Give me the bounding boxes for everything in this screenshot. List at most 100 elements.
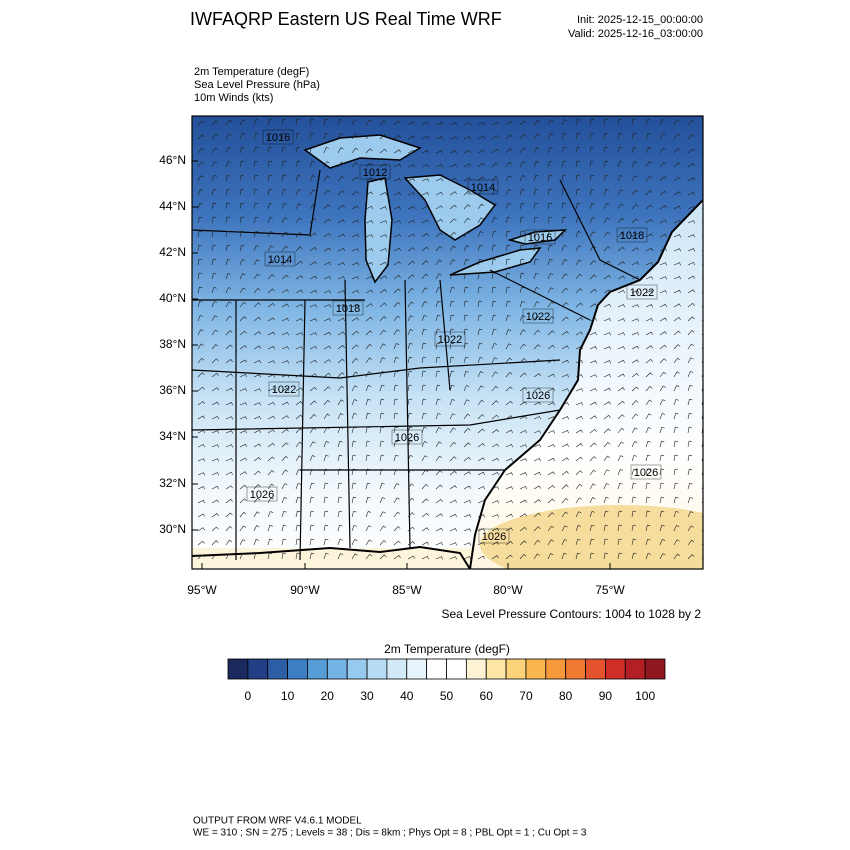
wind-barb: [295, 260, 303, 266]
wind-barb: [379, 329, 387, 336]
wind-barb: [407, 219, 415, 224]
lat-label: 42°N: [159, 245, 186, 259]
wind-barb: [603, 496, 609, 504]
wind-barb: [281, 245, 289, 252]
wind-barb: [463, 204, 471, 210]
wind-barb: [659, 147, 666, 154]
wind-barb: [449, 528, 457, 532]
wind-barb: [379, 384, 385, 392]
wind-barb: [267, 288, 275, 294]
wind-barb: [267, 346, 275, 350]
wind-barb: [463, 428, 471, 434]
wind-barb: [407, 455, 414, 462]
wind-barb: [491, 527, 499, 532]
wind-barb: [421, 178, 429, 182]
wind-barb: [435, 556, 443, 560]
wind-barb: [211, 244, 217, 252]
wind-barb: [295, 373, 303, 378]
wind-barb: [575, 497, 582, 504]
wind-barb: [505, 300, 511, 308]
wind-barb: [225, 230, 231, 238]
wind-barb: [225, 330, 233, 336]
wind-barb: [561, 331, 569, 336]
wind-barb: [603, 332, 611, 336]
lon-label: 90°W: [290, 583, 320, 597]
contour-label: 1016: [528, 232, 552, 244]
wind-barb: [197, 444, 205, 448]
wind-barb: [365, 440, 371, 448]
wind-barb: [533, 444, 541, 448]
wind-barb: [253, 245, 260, 252]
wind-barb: [295, 469, 302, 476]
map-axes: 46°N 44°N 42°N 40°N 38°N 36°N 34°N 32°N 30°N 95°W…: [159, 153, 625, 597]
wind-barb: [309, 552, 315, 560]
wind-barb: [197, 472, 205, 476]
wind-barb: [295, 217, 303, 224]
wind-barb: [239, 373, 247, 378]
wind-barb: [449, 259, 456, 266]
wind-barb: [379, 261, 387, 266]
wind-barb: [687, 511, 694, 518]
wind-barb: [225, 202, 231, 210]
wind-barb: [281, 289, 289, 294]
wind-barb: [505, 415, 513, 420]
wind-barb: [435, 427, 442, 434]
colorbar-box: [366, 658, 388, 680]
wind-barb: [491, 541, 499, 546]
wind-barb: [309, 400, 317, 406]
wind-barb: [253, 374, 261, 378]
wind-barb: [631, 510, 637, 518]
lat-label: 44°N: [159, 199, 186, 213]
colorbar-tick-label: 10: [281, 689, 295, 703]
wind-barb: [533, 272, 539, 280]
wind-barb: [687, 468, 693, 476]
wind-barb: [407, 192, 415, 196]
wind-barb: [337, 247, 345, 252]
wind-barb: [533, 458, 541, 462]
wind-barb: [239, 511, 247, 518]
wind-barb: [365, 553, 373, 560]
wind-barb: [449, 542, 457, 546]
wind-barb: [477, 385, 484, 392]
wind-barb: [323, 204, 331, 210]
wind-barb: [225, 315, 233, 322]
wind-barb: [673, 234, 681, 238]
wind-barb: [435, 314, 441, 322]
wind-barb: [323, 468, 329, 476]
wind-barb: [449, 136, 457, 140]
wind-barb: [253, 552, 259, 560]
wind-barb: [267, 552, 273, 560]
wind-barb: [645, 204, 653, 210]
wind-barb: [337, 345, 345, 350]
wind-barb: [673, 303, 681, 308]
wind-barb: [281, 538, 287, 546]
wind-barb: [449, 470, 457, 476]
wind-barb: [365, 482, 371, 490]
wind-barb: [407, 301, 414, 308]
wind-barb: [533, 539, 541, 546]
wind-barb: [463, 286, 469, 294]
wind-barb: [351, 303, 359, 308]
wind-barb: [365, 262, 373, 266]
wind-barb: [449, 150, 457, 154]
wind-barb: [617, 496, 623, 504]
wind-barb: [407, 287, 415, 294]
wind-barb: [197, 230, 203, 238]
wind-barb: [309, 318, 317, 322]
wind-barb: [603, 289, 611, 294]
wind-barb: [323, 386, 331, 392]
wind-barb: [687, 454, 693, 462]
wind-barb: [477, 162, 485, 168]
wind-barb: [393, 120, 401, 126]
wind-barb: [659, 262, 667, 266]
wind-barb: [421, 219, 429, 224]
wind-barb: [547, 216, 553, 224]
wind-barb: [267, 174, 273, 182]
wind-barb: [617, 146, 623, 154]
wind-barb: [351, 510, 357, 518]
wind-barb: [407, 135, 415, 140]
wind-barb: [351, 539, 358, 546]
wind-barb: [281, 428, 289, 434]
wind-barb: [687, 554, 695, 560]
wind-barb: [309, 346, 317, 350]
